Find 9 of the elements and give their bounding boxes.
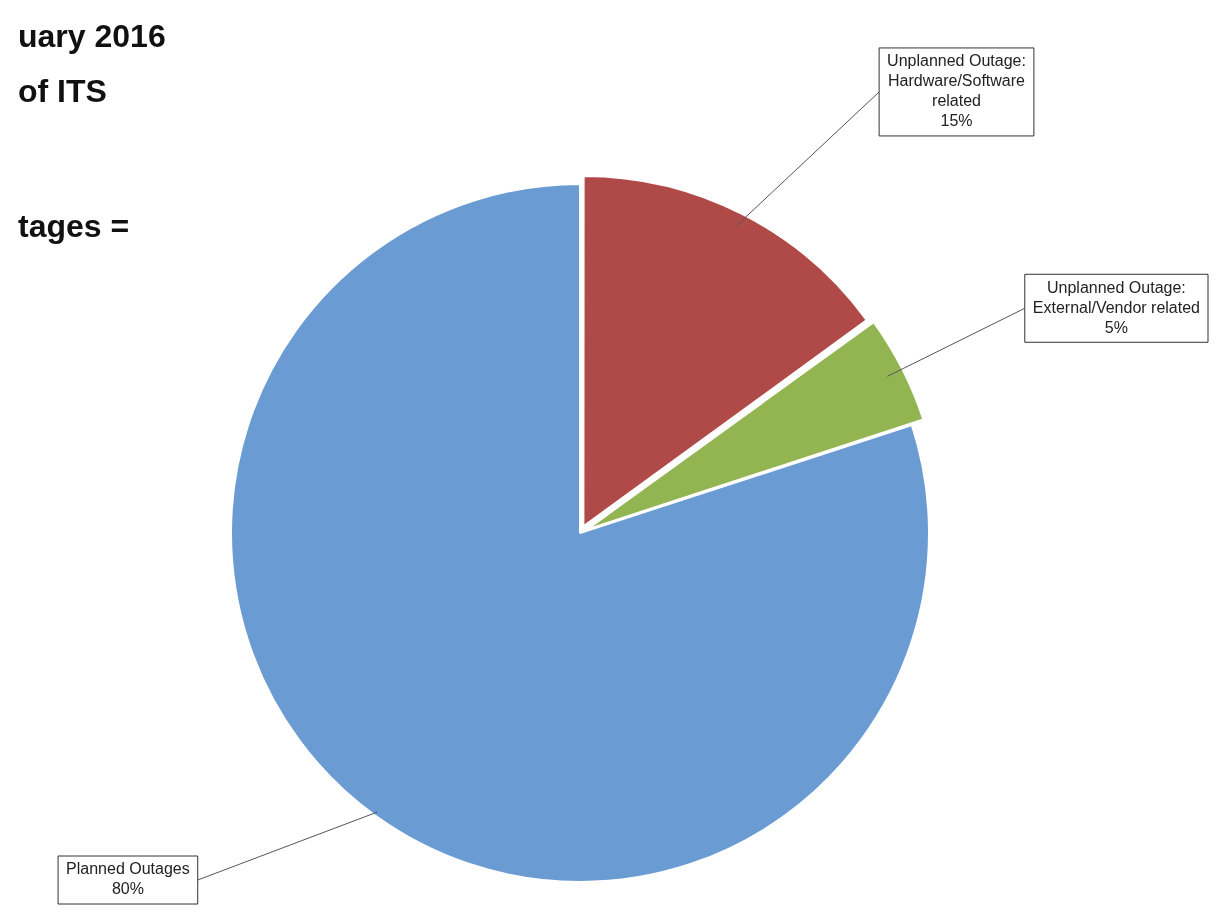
text: uary 2016	[18, 18, 166, 55]
data-label: 80%	[111, 880, 144, 898]
text: tages =	[18, 208, 130, 245]
slice-label: Unplanned Outage: External/Vendor related	[1032, 278, 1200, 316]
data-label: 5%	[1104, 318, 1128, 336]
data-label: 15%	[940, 112, 973, 130]
slice-label: Planned Outages	[66, 860, 190, 878]
text: of ITS	[18, 73, 107, 110]
slice-label: Unplanned Outage: Hardware/Software related	[887, 52, 1026, 110]
